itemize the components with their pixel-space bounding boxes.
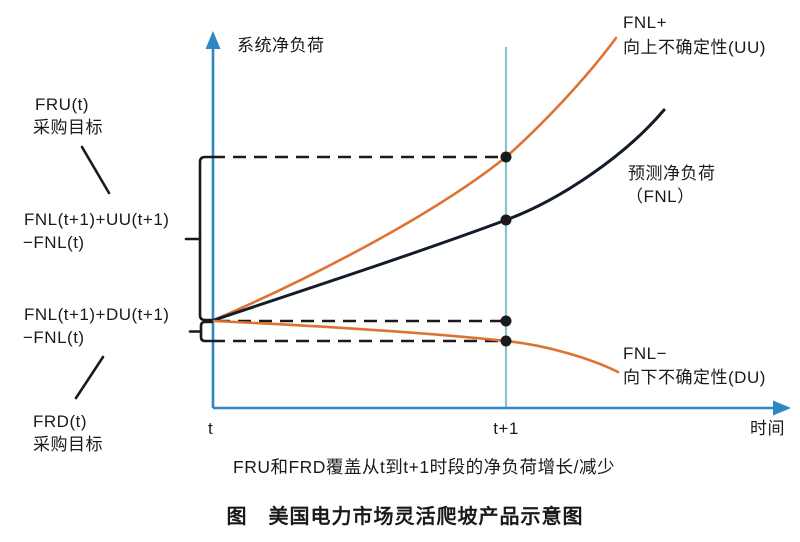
fnl-plus-label-line2: 向上不确定性(UU)	[623, 38, 766, 57]
fnl-label-line2: （FNL）	[626, 187, 695, 206]
frd-target-label-line1: FRD(t)	[33, 412, 87, 431]
fnl-minus-label-line2: 向下不确定性(DU)	[623, 368, 766, 387]
du-formula-line1: FNL(t+1)+DU(t+1)	[24, 305, 169, 324]
dot-fnl-at-t1	[500, 214, 512, 226]
dot-fnl-minus-du-at-t1	[500, 335, 512, 347]
uu-formula-line1: FNL(t+1)+UU(t+1)	[24, 210, 169, 229]
frd-target-label-line2: 采购目标	[33, 435, 103, 454]
fru-target-label-line2: 采购目标	[33, 118, 103, 137]
x-axis-label: 时间	[750, 419, 785, 438]
dot-fnl-t-level-at-t1	[500, 315, 512, 327]
x-axis-arrowhead-icon	[773, 400, 791, 416]
y-axis-label: 系统净负荷	[237, 36, 325, 55]
curve-forecast-net-load	[212, 108, 666, 322]
frd-label-leader-line	[74, 355, 105, 400]
du-formula-line2: −FNL(t)	[23, 328, 85, 347]
tick-label-t-plus-1: t+1	[493, 419, 519, 438]
curve-fnl-plus-uu	[212, 36, 618, 322]
frd-bracket	[199, 320, 214, 343]
fnl-plus-label-line1: FNL+	[623, 13, 667, 32]
fnl-minus-label-line1: FNL−	[623, 344, 667, 363]
dot-fnl-plus-uu-at-t1	[500, 151, 512, 163]
figure-note: FRU和FRD覆盖从t到t+1时段的净负荷增长/减少	[233, 457, 615, 477]
tick-label-t: t	[208, 419, 213, 438]
figure-caption: 图 美国电力市场灵活爬坡产品示意图	[227, 504, 584, 528]
curve-fnl-minus-du	[212, 319, 620, 374]
fnl-label-line1: 预测净负荷	[628, 164, 716, 183]
fru-target-label-line1: FRU(t)	[35, 95, 89, 114]
y-axis-arrowhead-icon	[205, 31, 221, 49]
fru-label-leader-line	[80, 145, 111, 195]
fru-bracket	[198, 155, 214, 322]
uu-formula-line2: −FNL(t)	[23, 233, 85, 252]
